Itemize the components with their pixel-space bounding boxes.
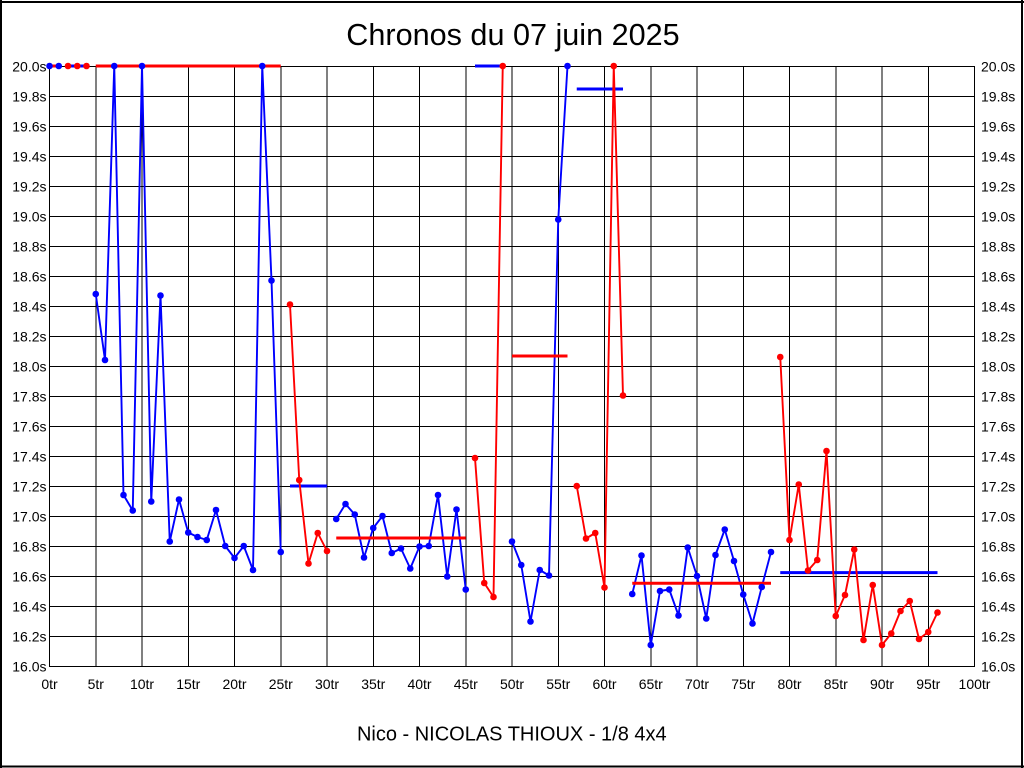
svg-text:30tr: 30tr [315,676,339,692]
svg-text:16.2s: 16.2s [12,629,46,645]
svg-text:19.8s: 19.8s [12,89,46,105]
svg-text:18.8s: 18.8s [12,239,46,255]
svg-text:18.2s: 18.2s [981,329,1015,345]
svg-text:16.6s: 16.6s [981,569,1015,585]
svg-text:19.0s: 19.0s [981,209,1015,225]
svg-text:16.8s: 16.8s [981,539,1015,555]
svg-text:18.4s: 18.4s [12,299,46,315]
svg-text:Nico - NICOLAS THIOUX - 1/8 4x: Nico - NICOLAS THIOUX - 1/8 4x4 [357,724,667,746]
svg-text:60tr: 60tr [592,676,616,692]
svg-text:0tr: 0tr [41,676,58,692]
svg-text:17.0s: 17.0s [981,509,1015,525]
svg-text:17.4s: 17.4s [12,449,46,465]
svg-text:85tr: 85tr [824,676,848,692]
svg-text:16.2s: 16.2s [981,629,1015,645]
svg-text:65tr: 65tr [639,676,663,692]
svg-text:40tr: 40tr [407,676,431,692]
svg-text:16.4s: 16.4s [12,599,46,615]
svg-text:20.0s: 20.0s [12,59,46,75]
svg-text:19.0s: 19.0s [12,209,46,225]
svg-text:19.4s: 19.4s [12,149,46,165]
svg-text:17.8s: 17.8s [12,389,46,405]
svg-text:45tr: 45tr [454,676,478,692]
svg-text:18.4s: 18.4s [981,299,1015,315]
svg-text:19.6s: 19.6s [981,119,1015,135]
svg-text:19.2s: 19.2s [981,179,1015,195]
svg-text:55tr: 55tr [546,676,570,692]
svg-text:16.0s: 16.0s [12,659,46,675]
svg-text:17.6s: 17.6s [981,419,1015,435]
svg-text:Chronos du 07 juin 2025: Chronos du 07 juin 2025 [346,18,679,52]
svg-text:16.4s: 16.4s [981,599,1015,615]
svg-text:20tr: 20tr [222,676,246,692]
svg-text:19.4s: 19.4s [981,149,1015,165]
svg-text:16.8s: 16.8s [12,539,46,555]
svg-text:70tr: 70tr [685,676,709,692]
svg-text:17.4s: 17.4s [981,449,1015,465]
svg-text:18.6s: 18.6s [12,269,46,285]
svg-text:35tr: 35tr [361,676,385,692]
svg-text:20.0s: 20.0s [981,59,1015,75]
svg-text:19.8s: 19.8s [981,89,1015,105]
svg-text:16.0s: 16.0s [981,659,1015,675]
svg-text:100tr: 100tr [959,676,991,692]
svg-text:16.6s: 16.6s [12,569,46,585]
svg-text:19.2s: 19.2s [12,179,46,195]
svg-text:90tr: 90tr [870,676,894,692]
svg-text:18.0s: 18.0s [12,359,46,375]
svg-text:18.8s: 18.8s [981,239,1015,255]
svg-text:95tr: 95tr [916,676,940,692]
svg-text:17.2s: 17.2s [12,479,46,495]
svg-text:50tr: 50tr [500,676,524,692]
svg-text:5tr: 5tr [88,676,105,692]
svg-text:25tr: 25tr [269,676,293,692]
svg-text:80tr: 80tr [777,676,801,692]
svg-text:17.6s: 17.6s [12,419,46,435]
svg-text:19.6s: 19.6s [12,119,46,135]
svg-text:10tr: 10tr [130,676,154,692]
svg-text:18.2s: 18.2s [12,329,46,345]
svg-text:17.0s: 17.0s [12,509,46,525]
svg-text:17.8s: 17.8s [981,389,1015,405]
svg-text:15tr: 15tr [176,676,200,692]
svg-text:75tr: 75tr [731,676,755,692]
svg-text:18.0s: 18.0s [981,359,1015,375]
svg-text:17.2s: 17.2s [981,479,1015,495]
svg-text:18.6s: 18.6s [981,269,1015,285]
